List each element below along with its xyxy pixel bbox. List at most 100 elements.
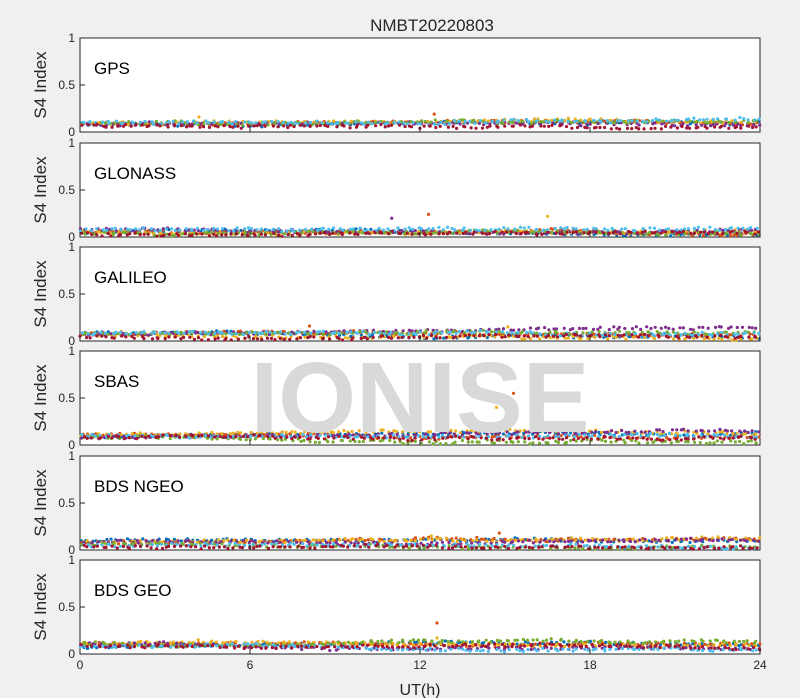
data-point: [485, 429, 489, 433]
data-point: [658, 434, 662, 438]
data-point: [377, 226, 381, 230]
data-point: [672, 337, 676, 341]
data-point: [448, 119, 452, 124]
data-point: [746, 439, 750, 443]
data-point: [321, 329, 326, 333]
data-point: [738, 429, 742, 433]
data-point: [516, 430, 520, 434]
data-point: [413, 430, 417, 434]
data-point: [574, 230, 579, 234]
data-point: [657, 334, 661, 339]
data-point: [222, 545, 226, 549]
data-point: [282, 337, 286, 341]
data-point: [413, 542, 417, 546]
data-point: [405, 544, 409, 548]
data-point: [438, 442, 442, 446]
data-point: [435, 536, 439, 541]
data-point: [478, 542, 482, 546]
data-point: [387, 541, 391, 545]
data-point: [699, 230, 703, 234]
data-point: [673, 124, 677, 128]
data-point: [489, 541, 493, 545]
data-point: [695, 432, 699, 436]
data-point: [174, 434, 178, 438]
data-point: [643, 537, 647, 541]
data-point: [207, 125, 212, 129]
data-points: [79, 112, 762, 131]
data-point: [398, 440, 402, 444]
data-point: [717, 336, 721, 340]
data-point: [85, 231, 89, 235]
data-point: [239, 431, 243, 435]
data-point: [597, 543, 602, 547]
data-point: [522, 226, 526, 230]
data-point: [215, 543, 219, 547]
data-point: [705, 332, 709, 336]
data-point: [579, 124, 583, 128]
data-point: [106, 434, 111, 439]
data-point: [493, 545, 498, 549]
data-point: [514, 538, 518, 542]
data-point: [750, 228, 754, 232]
data-point: [228, 432, 232, 436]
peak-point: [390, 216, 394, 220]
data-point: [537, 545, 541, 549]
data-point: [336, 120, 340, 124]
data-point: [718, 436, 723, 440]
data-point: [731, 545, 735, 549]
data-point: [410, 329, 414, 333]
data-point: [202, 122, 206, 126]
data-point: [224, 336, 228, 341]
data-point: [643, 430, 647, 434]
data-point: [660, 537, 664, 541]
data-point: [337, 434, 341, 438]
data-point: [527, 538, 532, 542]
data-point: [531, 546, 535, 550]
data-point: [558, 334, 562, 338]
data-point: [603, 430, 607, 434]
data-point: [524, 545, 528, 549]
data-point: [744, 432, 748, 436]
data-point: [635, 231, 639, 235]
data-point: [250, 539, 254, 543]
data-point: [725, 335, 729, 339]
data-point: [196, 540, 200, 544]
data-point: [472, 330, 476, 334]
data-point: [173, 228, 177, 232]
data-point: [511, 543, 516, 547]
data-point: [523, 337, 527, 341]
data-point: [535, 233, 539, 237]
data-point: [130, 334, 134, 339]
data-point: [706, 232, 711, 236]
data-point: [215, 333, 219, 337]
data-point: [252, 124, 256, 128]
data-point: [478, 328, 482, 333]
data-point: [95, 544, 99, 548]
data-point: [163, 331, 167, 335]
data-point: [396, 336, 400, 340]
data-point: [635, 432, 639, 436]
data-point: [191, 433, 195, 437]
data-point: [639, 546, 643, 550]
data-point: [216, 227, 220, 231]
data-point: [185, 120, 189, 124]
data-point: [357, 440, 361, 444]
data-point: [395, 543, 400, 547]
data-point: [157, 334, 162, 338]
data-point: [508, 427, 512, 431]
data-point: [684, 440, 688, 444]
data-point: [701, 233, 706, 238]
panel-label: BDS NGEO: [94, 477, 184, 496]
data-point: [127, 546, 131, 550]
data-point: [725, 231, 729, 235]
data-point: [466, 437, 470, 441]
data-point: [229, 435, 233, 439]
data-point: [631, 537, 635, 541]
data-point: [436, 428, 440, 433]
data-point: [366, 428, 370, 432]
data-point: [429, 120, 433, 124]
data-point: [490, 544, 494, 548]
data-point: [686, 432, 690, 436]
peak-point: [426, 212, 431, 216]
